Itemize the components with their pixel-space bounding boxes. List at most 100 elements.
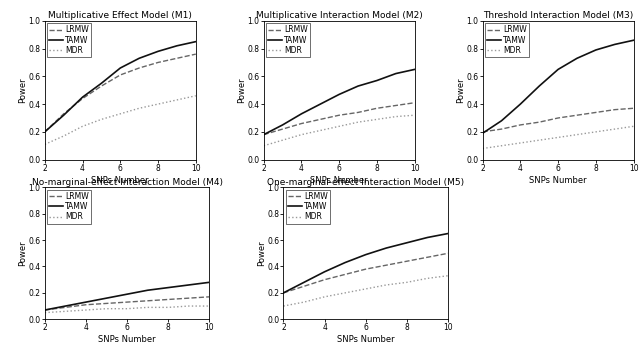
MDR [260, 144, 268, 148]
MDR [300, 300, 308, 304]
MDR [479, 146, 486, 151]
Line: TAMW: TAMW [284, 234, 448, 293]
Title: One-marginal-effect Interaction Model (M5): One-marginal-effect Interaction Model (M… [267, 178, 464, 187]
TAMW [116, 66, 124, 70]
X-axis label: SNPs Number: SNPs Number [92, 176, 149, 185]
MDR [424, 276, 431, 280]
TAMW [164, 286, 172, 290]
TAMW [135, 56, 143, 60]
Y-axis label: Power: Power [237, 77, 246, 103]
MDR [373, 117, 381, 121]
LRMW [403, 259, 411, 263]
MDR [383, 283, 390, 287]
TAMW [79, 95, 86, 99]
Line: LRMW: LRMW [483, 108, 634, 132]
MDR [630, 124, 637, 128]
Title: No-marginal-effect Interaction Model (M4): No-marginal-effect Interaction Model (M4… [31, 178, 223, 187]
MDR [97, 117, 105, 121]
MDR [154, 102, 162, 106]
MDR [516, 141, 524, 145]
TAMW [341, 261, 349, 265]
TAMW [362, 253, 369, 257]
TAMW [124, 292, 131, 296]
TAMW [185, 283, 193, 287]
Line: MDR: MDR [483, 126, 634, 149]
Line: LRMW: LRMW [264, 103, 415, 135]
X-axis label: SNPs Number: SNPs Number [310, 176, 368, 185]
Line: MDR: MDR [45, 96, 196, 144]
LRMW [205, 295, 213, 299]
MDR [205, 304, 213, 308]
Legend: LRMW, TAMW, MDR: LRMW, TAMW, MDR [47, 190, 92, 223]
LRMW [124, 300, 131, 304]
TAMW [280, 291, 287, 295]
TAMW [516, 102, 524, 106]
TAMW [317, 102, 324, 106]
MDR [498, 144, 506, 148]
Y-axis label: Power: Power [456, 77, 465, 103]
LRMW [317, 117, 324, 121]
MDR [392, 115, 399, 119]
MDR [41, 311, 49, 315]
MDR [362, 287, 369, 291]
MDR [173, 98, 180, 102]
Line: MDR: MDR [284, 276, 448, 306]
MDR [124, 307, 131, 311]
TAMW [321, 270, 328, 274]
TAMW [154, 49, 162, 53]
MDR [403, 280, 411, 285]
LRMW [41, 308, 49, 312]
TAMW [630, 38, 637, 42]
LRMW [354, 110, 362, 115]
TAMW [279, 123, 287, 127]
MDR [317, 128, 324, 133]
MDR [192, 94, 200, 98]
X-axis label: SNPs Number: SNPs Number [529, 176, 587, 185]
TAMW [41, 130, 49, 134]
TAMW [479, 131, 486, 135]
MDR [554, 135, 562, 139]
LRMW [516, 123, 524, 127]
MDR [444, 274, 452, 278]
LRMW [173, 56, 180, 60]
LRMW [102, 301, 110, 305]
TAMW [554, 67, 562, 71]
LRMW [498, 127, 506, 131]
MDR [144, 305, 152, 310]
Title: Threshold Interaction Model (M3): Threshold Interaction Model (M3) [483, 11, 633, 20]
MDR [611, 127, 619, 131]
LRMW [424, 255, 431, 259]
LRMW [411, 101, 419, 105]
TAMW [205, 280, 213, 285]
MDR [79, 124, 86, 128]
LRMW [554, 116, 562, 120]
LRMW [479, 130, 486, 134]
TAMW [97, 81, 105, 85]
TAMW [61, 304, 69, 308]
LRMW [192, 52, 200, 56]
MDR [102, 307, 110, 311]
LRMW [154, 60, 162, 65]
MDR [354, 120, 362, 124]
TAMW [498, 119, 506, 123]
MDR [135, 106, 143, 110]
Line: TAMW: TAMW [264, 69, 415, 135]
TAMW [424, 235, 431, 239]
X-axis label: SNPs Number: SNPs Number [99, 335, 156, 344]
LRMW [164, 297, 172, 302]
LRMW [536, 120, 543, 124]
TAMW [373, 78, 381, 83]
Legend: LRMW, TAMW, MDR: LRMW, TAMW, MDR [285, 190, 330, 223]
TAMW [260, 133, 268, 137]
TAMW [403, 241, 411, 245]
TAMW [411, 67, 419, 71]
MDR [41, 142, 49, 146]
TAMW [592, 48, 600, 52]
LRMW [321, 278, 328, 282]
MDR [335, 124, 343, 128]
X-axis label: SNPs Number: SNPs Number [337, 335, 394, 344]
LRMW [298, 121, 305, 126]
MDR [573, 133, 581, 137]
LRMW [341, 272, 349, 277]
Line: MDR: MDR [45, 306, 209, 313]
